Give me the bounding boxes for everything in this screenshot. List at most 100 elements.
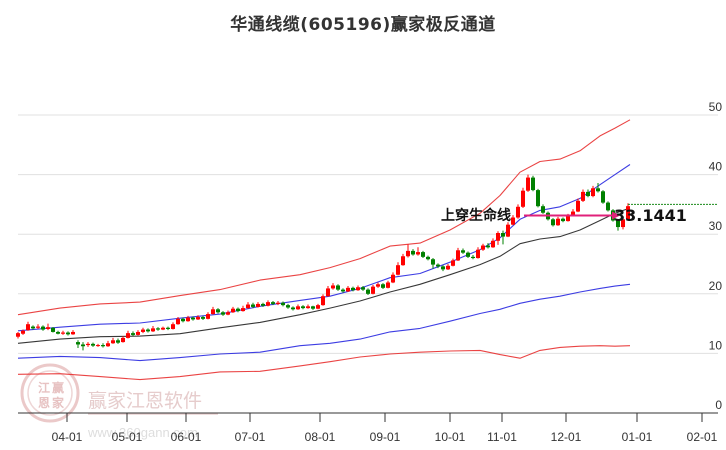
candle (256, 303, 260, 307)
x-tick-label: 02-01 (687, 430, 718, 444)
candle (481, 245, 485, 250)
middle-line (17, 207, 631, 344)
x-tick-label: 06-01 (171, 430, 202, 444)
candle (261, 303, 265, 306)
candle (441, 266, 445, 270)
candle (466, 252, 470, 257)
svg-text:江: 江 (38, 380, 50, 395)
candle (606, 202, 610, 211)
candle (601, 191, 605, 203)
candle (101, 345, 105, 347)
x-tick-label: 05-01 (112, 430, 143, 444)
candle (446, 265, 450, 270)
candlesticks (16, 174, 630, 351)
candle (221, 312, 225, 315)
candle (321, 296, 325, 306)
candle (251, 304, 255, 307)
candle (316, 305, 320, 309)
candle (206, 314, 210, 319)
grid-lines (18, 114, 718, 354)
watermark-seal-icon (20, 363, 80, 423)
candle (626, 206, 630, 220)
x-tick-label: 01-01 (622, 430, 653, 444)
candle (516, 206, 520, 218)
watermark-name: 赢家江恩软件 (88, 390, 202, 412)
candle (351, 287, 355, 291)
y-tick-label: 50 (709, 100, 723, 114)
candle (276, 302, 280, 304)
candle (191, 317, 195, 320)
candle (56, 331, 60, 334)
candle (401, 256, 405, 266)
candle (96, 345, 100, 347)
candle (51, 327, 55, 332)
candle (596, 188, 600, 192)
candle (271, 302, 275, 304)
candle (61, 332, 65, 334)
candle (451, 260, 455, 266)
candle (366, 289, 370, 294)
candle (81, 344, 85, 347)
candle (621, 219, 625, 228)
candle (551, 219, 555, 226)
crossover-value: 33.1441 (614, 206, 687, 225)
svg-text:恩: 恩 (38, 395, 50, 410)
candle (31, 326, 35, 329)
annotation-layer: 上穿生命线 33.1441 (441, 203, 718, 225)
candle (436, 264, 440, 267)
y-tick-label: 40 (709, 160, 723, 174)
candle (521, 190, 525, 207)
svg-text:赢: 赢 (52, 380, 64, 395)
candle (136, 331, 140, 335)
candle (181, 318, 185, 322)
candle (141, 329, 145, 332)
candle (131, 333, 135, 335)
svg-text:家: 家 (52, 395, 65, 410)
axes: 0 10 20 30 40 50 04-01 05-01 06-01 07-01 08-01 09-0… (18, 100, 722, 444)
candle (36, 326, 40, 328)
x-tick-label: 12-01 (551, 430, 582, 444)
candle (146, 329, 150, 332)
candle (226, 312, 230, 315)
candle (281, 302, 285, 306)
candle (266, 302, 270, 306)
candle (211, 309, 215, 315)
candle (171, 324, 175, 329)
candle (531, 177, 535, 191)
candle (561, 218, 565, 222)
candle (571, 211, 575, 216)
candle (246, 304, 250, 309)
x-tick-label: 09-01 (370, 430, 401, 444)
candle (426, 256, 430, 260)
candle (331, 285, 335, 289)
candle (121, 337, 125, 343)
candle (421, 252, 425, 257)
candle (431, 259, 435, 265)
candle (376, 284, 380, 287)
candle (586, 191, 590, 197)
outer-upper-line (17, 119, 631, 316)
candle (21, 330, 25, 334)
candle (406, 250, 410, 257)
chart-title: 华通线缆(605196)赢家极反通道 (230, 15, 496, 35)
candle (336, 285, 340, 290)
candle (176, 318, 180, 325)
candle (291, 307, 295, 310)
candle (186, 317, 190, 322)
candle (126, 333, 130, 338)
candle (216, 309, 220, 313)
candle (476, 249, 480, 259)
candle (306, 306, 310, 309)
crossover-label: 上穿生命线 (441, 207, 511, 224)
x-tick-label: 11-01 (487, 430, 517, 444)
arrow-right-icon (612, 211, 620, 220)
candle (526, 177, 530, 191)
candle (196, 317, 200, 320)
candle (241, 308, 245, 312)
candle (536, 190, 540, 207)
candle (616, 220, 620, 228)
candle (66, 332, 70, 335)
candle (201, 317, 205, 319)
candle (566, 215, 570, 222)
